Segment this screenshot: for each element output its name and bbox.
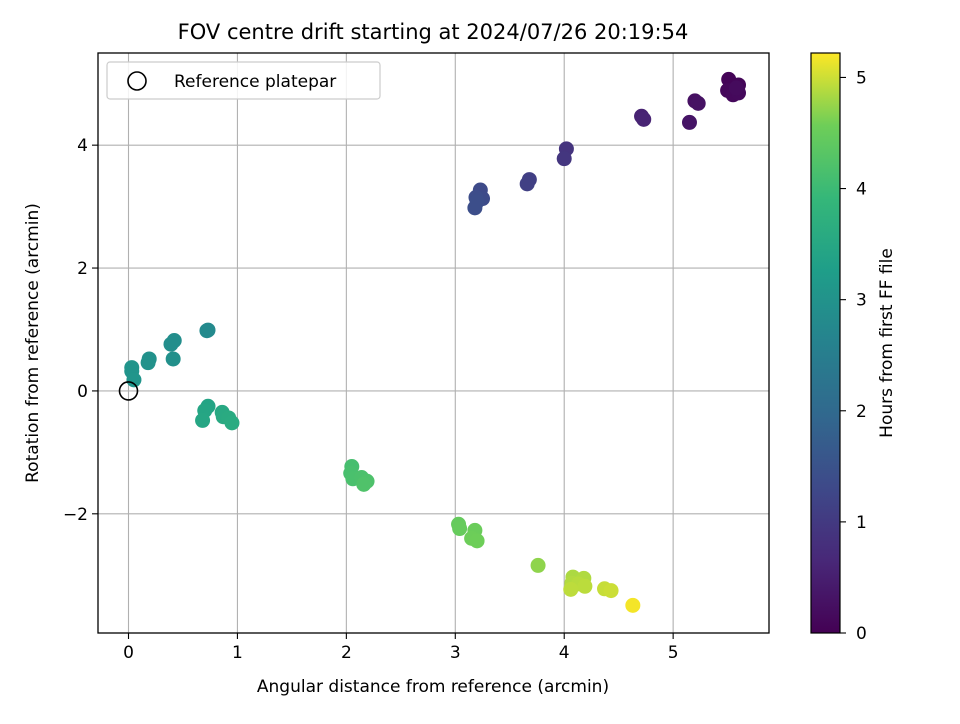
- data-point: [356, 476, 372, 492]
- data-point: [563, 581, 579, 597]
- y-tick-label: 0: [77, 382, 88, 402]
- y-tick-label: 2: [77, 259, 88, 279]
- colorbar-gradient: [811, 53, 840, 633]
- x-tick-label: 1: [232, 643, 243, 663]
- data-points: [124, 71, 746, 613]
- x-tick-label: 2: [341, 643, 352, 663]
- colorbar-label: Hours from first FF file: [877, 248, 897, 438]
- colorbar-tick-label: 0: [856, 624, 867, 644]
- data-point: [195, 412, 211, 428]
- y-axis-label: Rotation from reference (arcmin): [23, 203, 43, 483]
- data-point: [603, 583, 619, 599]
- x-tick-label: 4: [559, 643, 570, 663]
- data-point: [163, 336, 179, 352]
- data-point: [728, 80, 744, 96]
- legend-label: Reference platepar: [174, 72, 336, 92]
- legend-box: [106, 61, 381, 100]
- reference-marker: [118, 381, 139, 401]
- x-axis-label: Angular distance from reference (arcmin): [257, 677, 609, 697]
- colorbar-tick-label: 2: [856, 402, 867, 422]
- colorbar-tick-label: 3: [856, 291, 867, 311]
- data-point: [690, 95, 706, 111]
- data-point: [199, 323, 215, 339]
- grid-lines: [98, 53, 769, 633]
- data-point: [467, 200, 483, 216]
- legend: Reference platepar: [106, 61, 381, 100]
- colorbar-tick-label: 1: [856, 513, 867, 533]
- colorbar-tick-label: 5: [856, 68, 867, 88]
- data-point: [556, 151, 572, 167]
- data-point: [165, 351, 181, 367]
- x-tick-label: 0: [123, 643, 134, 663]
- colorbar-tick-label: 4: [856, 180, 867, 200]
- chart-title: FOV centre drift starting at 2024/07/26 …: [178, 20, 689, 44]
- legend-marker: [127, 71, 147, 91]
- data-point: [126, 372, 142, 388]
- plot-frame: [97, 52, 770, 634]
- colorbar: 0 1 2 3 4 5 Hours from first FF file: [810, 52, 897, 644]
- data-point: [452, 521, 468, 537]
- data-point: [140, 355, 156, 371]
- colorbar-ticks: 0 1 2 3 4 5: [840, 68, 867, 644]
- y-tick-label: −2: [63, 505, 88, 525]
- data-point: [681, 114, 697, 130]
- y-tick-label: 4: [77, 136, 88, 156]
- colorbar-frame: [810, 52, 841, 634]
- data-point: [636, 111, 652, 127]
- axis-ticks: 0 1 2 3 4 5 −2 0 2 4: [63, 136, 679, 663]
- data-point: [519, 176, 535, 192]
- x-tick-label: 3: [450, 643, 461, 663]
- data-point: [577, 578, 593, 594]
- data-point: [224, 415, 240, 431]
- x-tick-label: 5: [668, 643, 679, 663]
- data-point: [530, 557, 546, 573]
- data-point: [469, 533, 485, 549]
- data-point: [625, 597, 641, 613]
